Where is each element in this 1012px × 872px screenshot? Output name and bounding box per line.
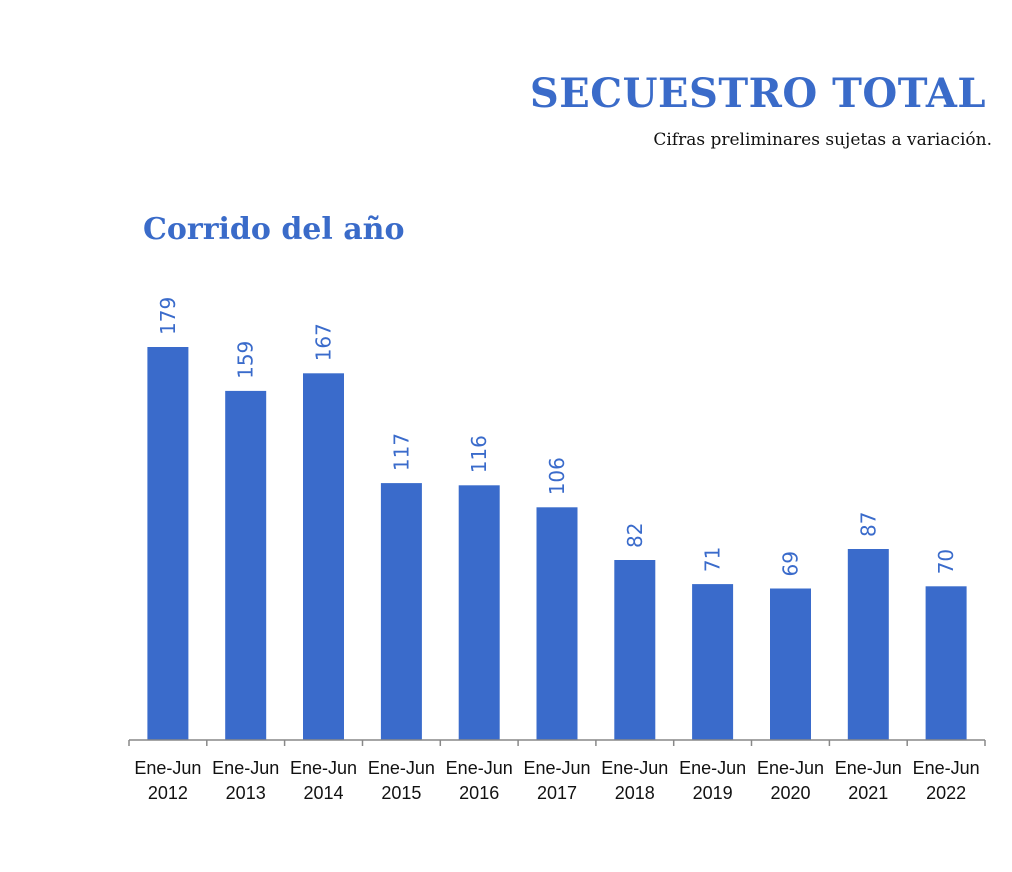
bar [847, 549, 889, 740]
x-tick-label: 2016 [459, 783, 499, 803]
bar [303, 373, 344, 740]
x-tick-label: Ene-Jun [913, 758, 980, 778]
x-tick-label: 2017 [537, 783, 577, 803]
data-label: 179 [156, 297, 180, 335]
chart-title: SECUESTRO TOTAL [529, 70, 986, 117]
x-tick-label: Ene-Jun [757, 758, 824, 778]
data-label: 69 [779, 551, 803, 576]
bar [536, 507, 578, 740]
x-tick-label: Ene-Jun [446, 758, 513, 778]
bar [614, 560, 656, 740]
data-label: 116 [467, 435, 491, 473]
x-tick-label: 2014 [303, 783, 343, 803]
data-label: 106 [545, 457, 569, 495]
x-tick-label: Ene-Jun [679, 758, 746, 778]
x-tick-label: Ene-Jun [134, 758, 201, 778]
data-label: 87 [856, 512, 880, 537]
data-label: 167 [312, 323, 336, 361]
x-tick-label: 2015 [381, 783, 421, 803]
bar [225, 390, 267, 740]
x-tick-label: 2012 [148, 783, 188, 803]
data-label: 70 [934, 549, 958, 574]
x-tick-label: 2013 [226, 783, 266, 803]
x-tick-label: Ene-Jun [212, 758, 279, 778]
x-tick-label: Ene-Jun [368, 758, 435, 778]
x-tick-label: 2022 [926, 783, 966, 803]
x-tick-label: Ene-Jun [601, 758, 668, 778]
data-label: 159 [234, 341, 258, 379]
data-label: 117 [389, 433, 413, 471]
bar [925, 586, 967, 740]
x-tick-label: Ene-Jun [290, 758, 357, 778]
x-tick-label: 2018 [615, 783, 655, 803]
data-label: 71 [701, 547, 725, 572]
bar [770, 588, 811, 740]
x-tick-label: Ene-Jun [523, 758, 590, 778]
x-tick-label: 2021 [848, 783, 888, 803]
x-tick-label: Ene-Jun [835, 758, 902, 778]
x-tick-label: 2020 [770, 783, 810, 803]
section-title: Corrido del año [143, 212, 405, 247]
bar [458, 485, 500, 740]
x-tick-label: 2019 [693, 783, 733, 803]
chart-subtitle: Cifras preliminares sujetas a variación. [653, 130, 992, 150]
bar [692, 584, 734, 740]
bar [380, 483, 422, 740]
data-label: 82 [623, 523, 647, 548]
bar [147, 347, 189, 740]
